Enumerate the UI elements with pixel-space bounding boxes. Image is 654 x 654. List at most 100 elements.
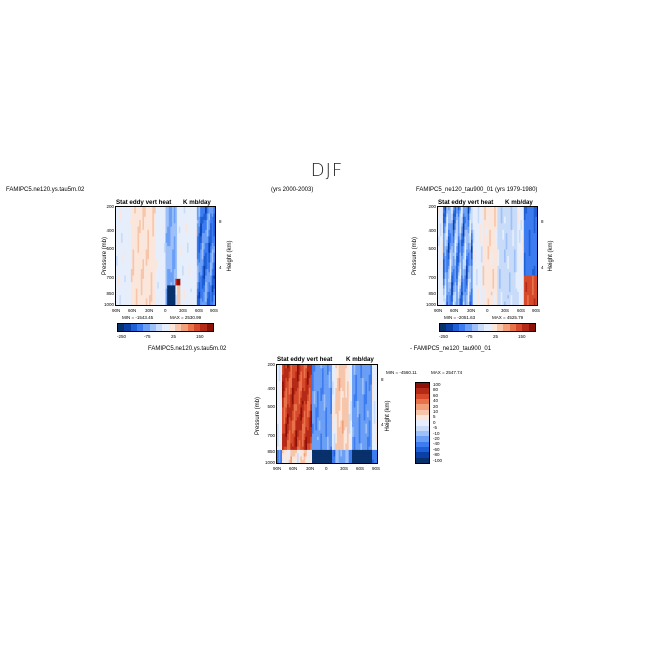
heatmap-cell (474, 295, 477, 299)
heatmap-cell (285, 378, 288, 382)
heatmap-cell (160, 216, 163, 221)
heatmap-cell (129, 298, 132, 303)
heatmap-cell (475, 229, 478, 234)
heatmap-cell (449, 298, 452, 303)
heatmap-cell (283, 407, 286, 412)
heatmap-cell (149, 295, 152, 299)
heatmap-cell (525, 259, 528, 263)
heatmap-cell (195, 242, 198, 247)
heatmap-cell (183, 291, 186, 296)
heatmap-cell (132, 242, 135, 247)
heatmap-cell (145, 229, 148, 234)
heatmap-cell (459, 220, 462, 224)
heatmap-cell (525, 220, 528, 224)
heatmap-cell (150, 216, 153, 221)
heatmap-cell (144, 282, 147, 286)
heatmap-cell (510, 229, 513, 234)
heatmap-cell (170, 301, 173, 305)
heatmap-cell (200, 213, 203, 218)
heatmap-cell (175, 259, 178, 263)
heatmap-cell (447, 269, 450, 273)
heatmap-cell (145, 265, 148, 270)
heatmap-cell (332, 381, 335, 385)
heatmap-cell (475, 269, 478, 273)
heatmap-cell (533, 282, 536, 286)
heatmap-cell (454, 256, 457, 260)
heatmap-cell (367, 397, 370, 402)
heatmap-cell (457, 223, 460, 227)
heatmap-cell (328, 378, 331, 382)
heatmap-cell (487, 236, 490, 241)
heatmap-cell (173, 256, 176, 260)
heatmap-cell (130, 236, 133, 241)
heatmap-cell (505, 256, 508, 260)
heatmap-cell (327, 414, 330, 418)
heatmap-cell (127, 242, 130, 247)
heatmap-cell (172, 288, 175, 293)
ytick-right: 8 (541, 219, 544, 224)
panel2-xticks: 90N 60N 30N 0 30S 60S 90S (434, 308, 542, 314)
heatmap-cell (528, 282, 531, 286)
heatmap-cell (129, 239, 132, 244)
heatmap-cell (472, 229, 475, 234)
heatmap-cell (283, 368, 286, 372)
heatmap-cell (293, 420, 296, 425)
heatmap-cell (323, 404, 326, 408)
heatmap-cell (144, 278, 147, 283)
heatmap-cell (335, 400, 338, 405)
heatmap-cell (186, 285, 189, 290)
heatmap-cell (158, 216, 161, 221)
heatmap-cell (494, 269, 497, 273)
heatmap-cell (211, 269, 214, 273)
heatmap-cell (494, 242, 497, 247)
xtick: 30N (467, 308, 476, 313)
heatmap-cell (195, 233, 198, 237)
heatmap-cell (158, 246, 161, 250)
heatmap-cell (124, 256, 127, 260)
heatmap-cell (310, 407, 313, 412)
heatmap-cell (362, 427, 365, 431)
heatmap-cell (454, 239, 457, 244)
heatmap-cell (117, 282, 120, 286)
heatmap-cell (191, 285, 194, 290)
heatmap-cell (167, 223, 170, 227)
heatmap-cell (302, 433, 305, 438)
heatmap-cell (198, 285, 201, 290)
heatmap-cell (196, 259, 199, 263)
heatmap-cell (175, 282, 178, 286)
heatmap-cell (479, 210, 482, 214)
heatmap-cell (201, 216, 204, 221)
heatmap-cell (145, 288, 148, 293)
heatmap-cell (130, 259, 133, 263)
heatmap-cell (312, 381, 315, 385)
heatmap-cell (157, 220, 160, 224)
heatmap-cell (487, 207, 490, 211)
heatmap-cell (312, 420, 315, 425)
heatmap-cell (149, 213, 152, 218)
heatmap-cell (124, 220, 127, 224)
heatmap-cell (150, 256, 153, 260)
heatmap-cell (461, 269, 464, 273)
heatmap-cell (132, 213, 135, 218)
heatmap-cell (327, 397, 330, 402)
heatmap-cell (527, 272, 530, 276)
heatmap-cell (155, 278, 158, 283)
xtick: 90S (532, 308, 541, 313)
heatmap-cell (533, 236, 536, 241)
heatmap-cell (328, 430, 331, 434)
heatmap-cell (484, 285, 487, 290)
heatmap-cell (499, 249, 502, 254)
heatmap-cell (332, 391, 335, 395)
heatmap-cell (441, 220, 444, 224)
heatmap-cell (117, 256, 120, 260)
heatmap-cell (307, 371, 310, 376)
heatmap-cell (475, 272, 478, 276)
heatmap-cell (480, 239, 483, 244)
heatmap-cell (134, 291, 137, 296)
heatmap-cell (348, 378, 351, 382)
heatmap-cell (500, 295, 503, 299)
heatmap-cell (454, 220, 457, 224)
heatmap-cell (303, 387, 306, 392)
heatmap-cell (504, 298, 507, 303)
heatmap-cell (152, 236, 155, 241)
